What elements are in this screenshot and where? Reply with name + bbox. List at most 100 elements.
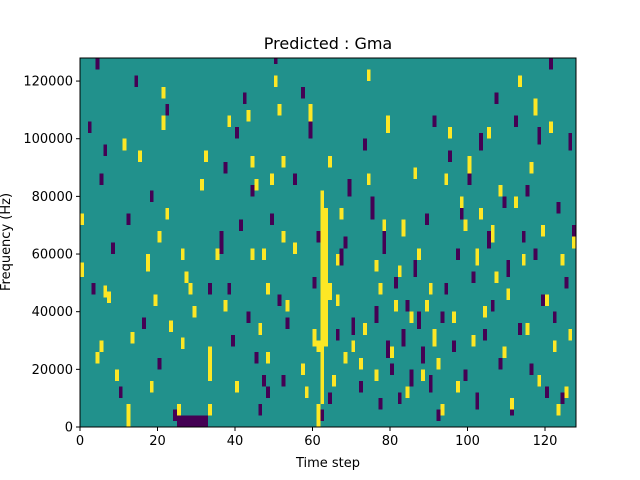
plot-frame [79,57,577,428]
heatmap-cell-low [444,282,449,295]
heatmap-cell-high [331,375,336,387]
heatmap-cell-low [533,248,538,260]
heatmap-cell-low [502,196,507,208]
heatmap-cell-high [188,282,193,295]
heatmap-cell-high [316,403,321,427]
heatmap-cell-high [266,282,270,295]
y-tick-label: 100000 [23,132,73,147]
y-axis-label: Frequency (Hz) [0,193,14,291]
heatmap-cell-low [386,340,390,358]
heatmap-cell-low [401,328,406,347]
heatmap-cell-low [521,230,526,243]
heatmap-cell-high [200,179,204,191]
heatmap-cell-high [80,213,84,226]
heatmap-cell-high [339,207,344,220]
heatmap-cell-low [312,277,317,289]
y-tick-label: 80000 [32,190,73,205]
heatmap-cell-low [227,282,232,295]
heatmap-cell-low [204,415,208,427]
heatmap-cell-high [479,207,483,220]
heatmap-cell-low [417,311,421,329]
y-tick-label: 60000 [32,248,73,263]
heatmap-cell-high [483,305,487,318]
heatmap-cell-low [103,144,108,157]
heatmap-cell-low [432,115,437,128]
heatmap-cell-high [235,380,239,393]
heatmap-cell-low [188,415,193,427]
heatmap-cell-high [250,248,255,260]
heatmap-cell-low [514,115,518,128]
heatmap-cell-high [343,352,348,364]
heatmap-cell-low [436,409,441,422]
heatmap-cell-low [537,127,542,145]
heatmap-cell-high [335,254,340,266]
heatmap-cell-high [204,150,208,162]
heatmap-cell-high [328,282,332,301]
heatmap-cell-low [207,282,212,295]
heatmap-cell-high [405,386,410,399]
heatmap-cell-high [250,156,255,168]
heatmap-cell-low [378,398,383,410]
heatmap-cell-high [556,403,561,416]
heatmap-cell-high [362,323,367,335]
heatmap-cell-high [448,127,452,139]
y-tick-label: 0 [65,421,73,436]
heatmap-cell-high [262,248,266,260]
heatmap-cell-high [157,230,162,243]
heatmap-cell-low [262,375,266,387]
heatmap-cell-high [269,173,274,185]
heatmap-cell-high [246,109,251,122]
heatmap-cell-low [223,161,228,174]
heatmap-cell-high [374,369,379,381]
heatmap-cell-high [421,369,425,381]
heatmap-cell-high [486,127,491,139]
heatmap-cell-low [246,311,251,324]
heatmap-cell-high [455,380,460,393]
heatmap-cell-low [293,173,297,185]
heatmap-cell-low [335,328,340,341]
heatmap-cell-low [328,392,332,404]
heatmap-cell-low [134,75,139,87]
heatmap-cell-low [560,392,565,404]
heatmap-cell-high [304,386,309,399]
heatmap-cell-low [471,271,476,283]
heatmap-cell-low [173,409,177,422]
heatmap-cell-low [351,317,356,335]
heatmap-cell-low [176,415,181,427]
heatmap-cell-high [285,300,290,312]
heatmap-cell-high [521,254,526,266]
heatmap-cell-low [242,92,247,105]
heatmap-cell-high [564,386,569,399]
heatmap-cell-high [153,294,158,306]
heatmap-cell-low [552,311,557,324]
heatmap-cell-high [215,248,220,260]
heatmap-cell-low [258,403,263,416]
heatmap-cell-high [401,219,406,237]
heatmap-cell-low [157,357,162,370]
heatmap-cell-low [486,230,491,249]
heatmap-cell-high [273,75,278,87]
heatmap-cell-high [122,138,127,151]
heatmap-cell-high [161,86,166,99]
x-tick-label: 100 [455,434,480,449]
heatmap-cell-low [556,202,561,214]
heatmap-cell-high [149,380,154,393]
heatmap-cell-low [479,132,483,151]
y-tick-label: 20000 [32,363,73,378]
heatmap-cell-low [149,190,154,203]
heatmap-cell-high [207,346,212,381]
heatmap-cell-low [568,132,573,151]
heatmap-cell-low [421,346,425,364]
heatmap-cell-high [366,69,371,82]
heatmap-cell-high [227,115,232,128]
heatmap-cell-low [362,138,367,151]
heatmap-cell-low [490,300,495,312]
heatmap-cell-high [510,398,514,410]
heatmap-cell-high [390,346,394,358]
heatmap-cell-high [409,311,414,324]
y-axis: 0 20000 40000 60000 80000 100000 120000 [23,75,80,436]
heatmap-cell-low [200,415,204,427]
heatmap-cell-low [564,277,569,289]
heatmap-cell-high [471,334,476,347]
